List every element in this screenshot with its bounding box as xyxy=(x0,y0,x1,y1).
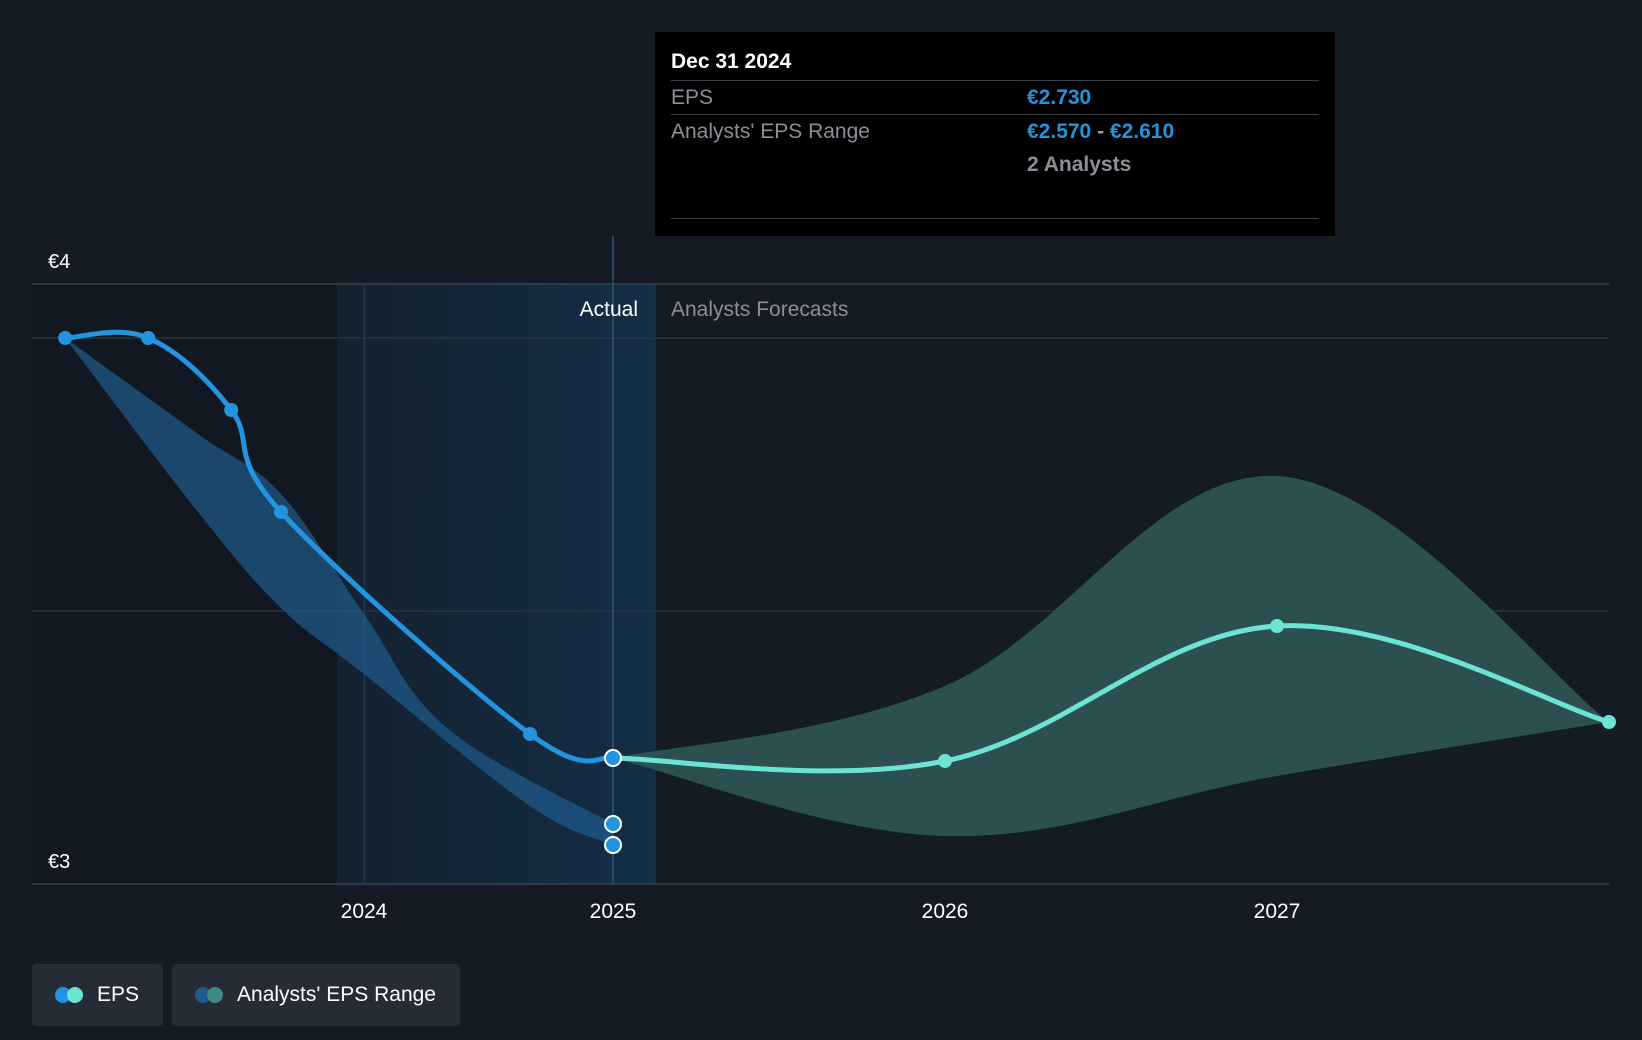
tooltip-analyst-count: 2 Analysts xyxy=(1027,153,1132,176)
tooltip-range-low: €2.570 xyxy=(1027,120,1092,143)
tooltip-eps-value: €2.730 xyxy=(1027,86,1092,109)
y-label-min: €3 xyxy=(48,851,70,873)
eps-forecast-point xyxy=(938,754,952,768)
x-tick-label: 2024 xyxy=(341,900,388,923)
x-tick-label: 2025 xyxy=(590,900,637,923)
actual-period-shade xyxy=(337,284,656,884)
legend-eps-label: EPS xyxy=(97,983,140,1006)
eps-highlight-point xyxy=(604,749,622,767)
eps-forecast-point xyxy=(1270,619,1284,633)
eps-range-point xyxy=(604,836,622,854)
legend-eps[interactable]: EPS xyxy=(32,964,164,1026)
eps-forecast-point xyxy=(1602,715,1616,729)
y-label-max: €4 xyxy=(48,251,70,273)
tooltip-range-values: €2.570 - €2.610 xyxy=(1027,115,1174,148)
eps-actual-point xyxy=(141,331,156,345)
tooltip: Dec 31 2024 EPS €2.730 Analysts' EPS Ran… xyxy=(655,32,1335,236)
actual-section-label: Actual xyxy=(580,298,638,321)
tooltip-range-high: €2.610 xyxy=(1109,120,1175,143)
tooltip-eps-row: EPS €2.730 xyxy=(671,80,1319,114)
legend-eps-range[interactable]: Analysts' EPS Range xyxy=(172,964,460,1026)
tooltip-divider xyxy=(671,218,1319,219)
tooltip-range-label: Analysts' EPS Range xyxy=(671,120,870,143)
actual-eps-range-area xyxy=(65,338,613,845)
forecast-eps-range-area xyxy=(613,475,1609,837)
eps-actual-point xyxy=(274,505,288,519)
eps-forecast-line xyxy=(610,623,1612,774)
eps-swatch-icon xyxy=(55,987,85,1003)
legend-range-label: Analysts' EPS Range xyxy=(237,983,436,1006)
tooltip-range-row: Analysts' EPS Range €2.570 - €2.610 xyxy=(671,114,1319,148)
range-swatch-icon xyxy=(195,987,225,1003)
tooltip-range-sep: - xyxy=(1097,120,1105,143)
x-tick-label: 2027 xyxy=(1254,900,1301,923)
tooltip-eps-label: EPS xyxy=(671,86,714,109)
forecast-section-label: Analysts Forecasts xyxy=(671,298,848,321)
eps-actual-point xyxy=(58,331,73,345)
eps-actual-point xyxy=(224,403,239,417)
tooltip-date: Dec 31 2024 xyxy=(671,50,792,73)
eps-actual-point xyxy=(523,727,537,741)
legend: EPS Analysts' EPS Range xyxy=(32,964,460,1026)
x-tick-label: 2026 xyxy=(922,900,969,923)
eps-range-point xyxy=(604,815,622,833)
